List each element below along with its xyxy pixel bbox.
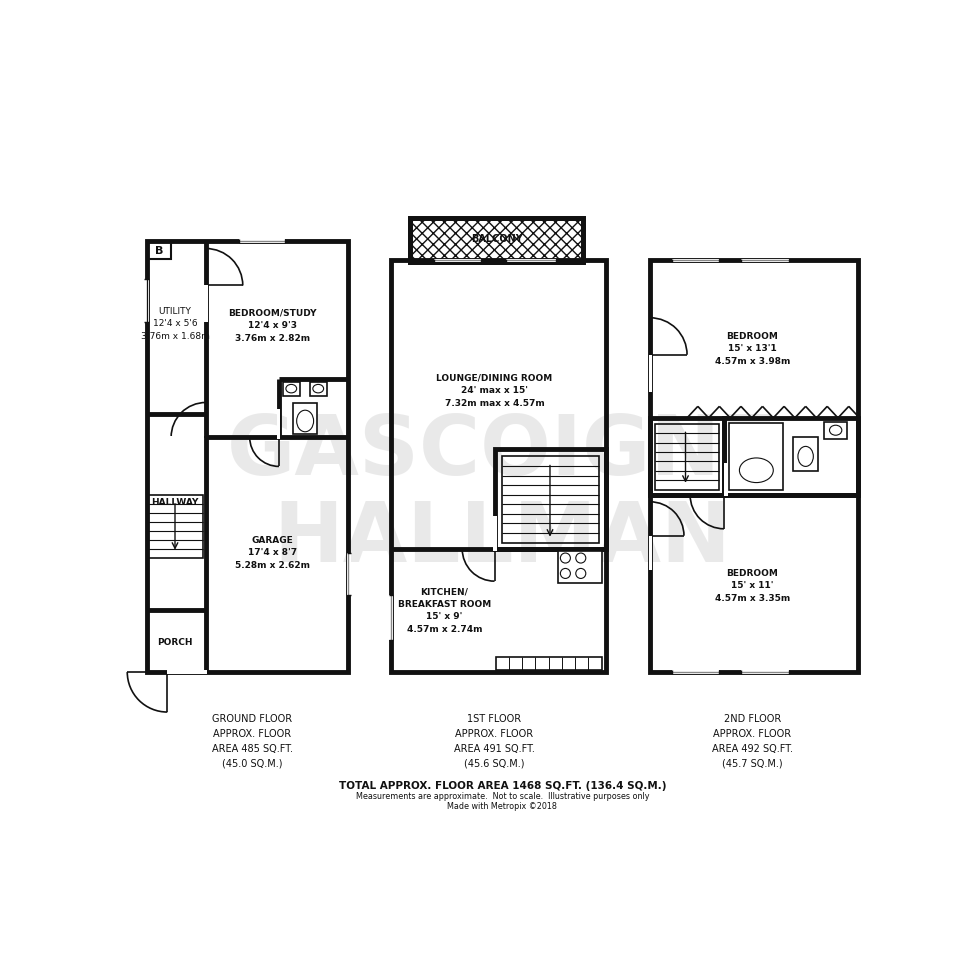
Text: BEDROOM
15' x 11'
4.57m x 3.35m: BEDROOM 15' x 11' 4.57m x 3.35m: [714, 568, 790, 603]
Text: TOTAL APPROX. FLOOR AREA 1468 SQ.FT. (136.4 SQ.M.): TOTAL APPROX. FLOOR AREA 1468 SQ.FT. (13…: [338, 781, 666, 791]
Bar: [655, 424, 718, 490]
Bar: [741, 670, 789, 674]
Bar: [168, 670, 208, 674]
Bar: [347, 553, 351, 595]
Bar: [729, 422, 783, 490]
Bar: [824, 421, 847, 439]
Text: BEDROOM/STUDY
12'4 x 9'3
3.76m x 2.82m: BEDROOM/STUDY 12'4 x 9'3 3.76m x 2.82m: [228, 309, 318, 342]
Text: GROUND FLOOR
APPROX. FLOOR
AREA 485 SQ.FT.
(45.0 SQ.M.): GROUND FLOOR APPROX. FLOOR AREA 485 SQ.F…: [212, 714, 292, 768]
Ellipse shape: [739, 458, 773, 482]
Bar: [741, 259, 789, 263]
Text: B: B: [156, 246, 164, 256]
Bar: [506, 259, 557, 263]
Bar: [724, 463, 728, 497]
Bar: [558, 551, 603, 583]
Text: PORCH: PORCH: [157, 638, 193, 647]
Bar: [310, 382, 326, 396]
Ellipse shape: [829, 425, 842, 435]
Ellipse shape: [286, 384, 297, 393]
Ellipse shape: [297, 411, 314, 432]
Ellipse shape: [798, 447, 813, 466]
Bar: [650, 260, 858, 672]
Bar: [148, 495, 204, 558]
Bar: [239, 239, 285, 243]
Bar: [410, 218, 583, 263]
Bar: [649, 536, 653, 569]
Text: GARAGE
17'4 x 8'7
5.28m x 2.62m: GARAGE 17'4 x 8'7 5.28m x 2.62m: [235, 536, 311, 569]
Text: UTILITY
12'4 x 5'6
3.76m x 1.68m: UTILITY 12'4 x 5'6 3.76m x 1.68m: [140, 307, 210, 341]
Text: KITCHEN/
BREAKFAST ROOM
15' x 9'
4.57m x 2.74m: KITCHEN/ BREAKFAST ROOM 15' x 9' 4.57m x…: [398, 587, 491, 634]
Bar: [204, 285, 208, 322]
Bar: [649, 355, 653, 392]
Bar: [410, 218, 583, 263]
Bar: [293, 404, 318, 434]
Bar: [147, 241, 348, 672]
Circle shape: [561, 568, 570, 578]
Text: 1ST FLOOR
APPROX. FLOOR
AREA 491 SQ.FT.
(45.6 SQ.M.): 1ST FLOOR APPROX. FLOOR AREA 491 SQ.FT. …: [454, 714, 535, 768]
Bar: [389, 595, 393, 640]
Text: Made with Metropix ©2018: Made with Metropix ©2018: [447, 803, 558, 811]
Bar: [650, 417, 724, 495]
Text: 2ND FLOOR
APPROX. FLOOR
AREA 492 SQ.FT.
(45.7 SQ.M.): 2ND FLOOR APPROX. FLOOR AREA 492 SQ.FT. …: [712, 714, 793, 768]
Circle shape: [576, 553, 586, 563]
Text: LOUNGE/DINING ROOM
24' max x 15'
7.32m max x 4.57m: LOUNGE/DINING ROOM 24' max x 15' 7.32m m…: [436, 374, 553, 408]
Text: GASCOIGNE
HALLMAN: GASCOIGNE HALLMAN: [226, 411, 778, 579]
Bar: [671, 259, 719, 263]
Bar: [276, 409, 280, 439]
Bar: [493, 516, 497, 551]
Circle shape: [576, 568, 586, 578]
Bar: [148, 242, 171, 260]
Bar: [496, 657, 603, 670]
Circle shape: [561, 553, 570, 563]
Bar: [671, 670, 719, 674]
Bar: [724, 417, 858, 495]
Bar: [495, 449, 607, 549]
Bar: [283, 382, 300, 396]
Bar: [434, 259, 481, 263]
Text: HALLWAY: HALLWAY: [151, 498, 199, 507]
Bar: [391, 260, 607, 672]
Ellipse shape: [313, 384, 323, 393]
Text: BALCONY: BALCONY: [471, 234, 522, 244]
Text: Measurements are approximate.  Not to scale.  Illustrative purposes only: Measurements are approximate. Not to sca…: [356, 792, 649, 801]
Bar: [794, 437, 818, 471]
Bar: [145, 279, 149, 321]
Bar: [170, 436, 204, 439]
Text: BEDROOM
15' x 13'1
4.57m x 3.98m: BEDROOM 15' x 13'1 4.57m x 3.98m: [714, 331, 790, 366]
Bar: [503, 457, 599, 543]
